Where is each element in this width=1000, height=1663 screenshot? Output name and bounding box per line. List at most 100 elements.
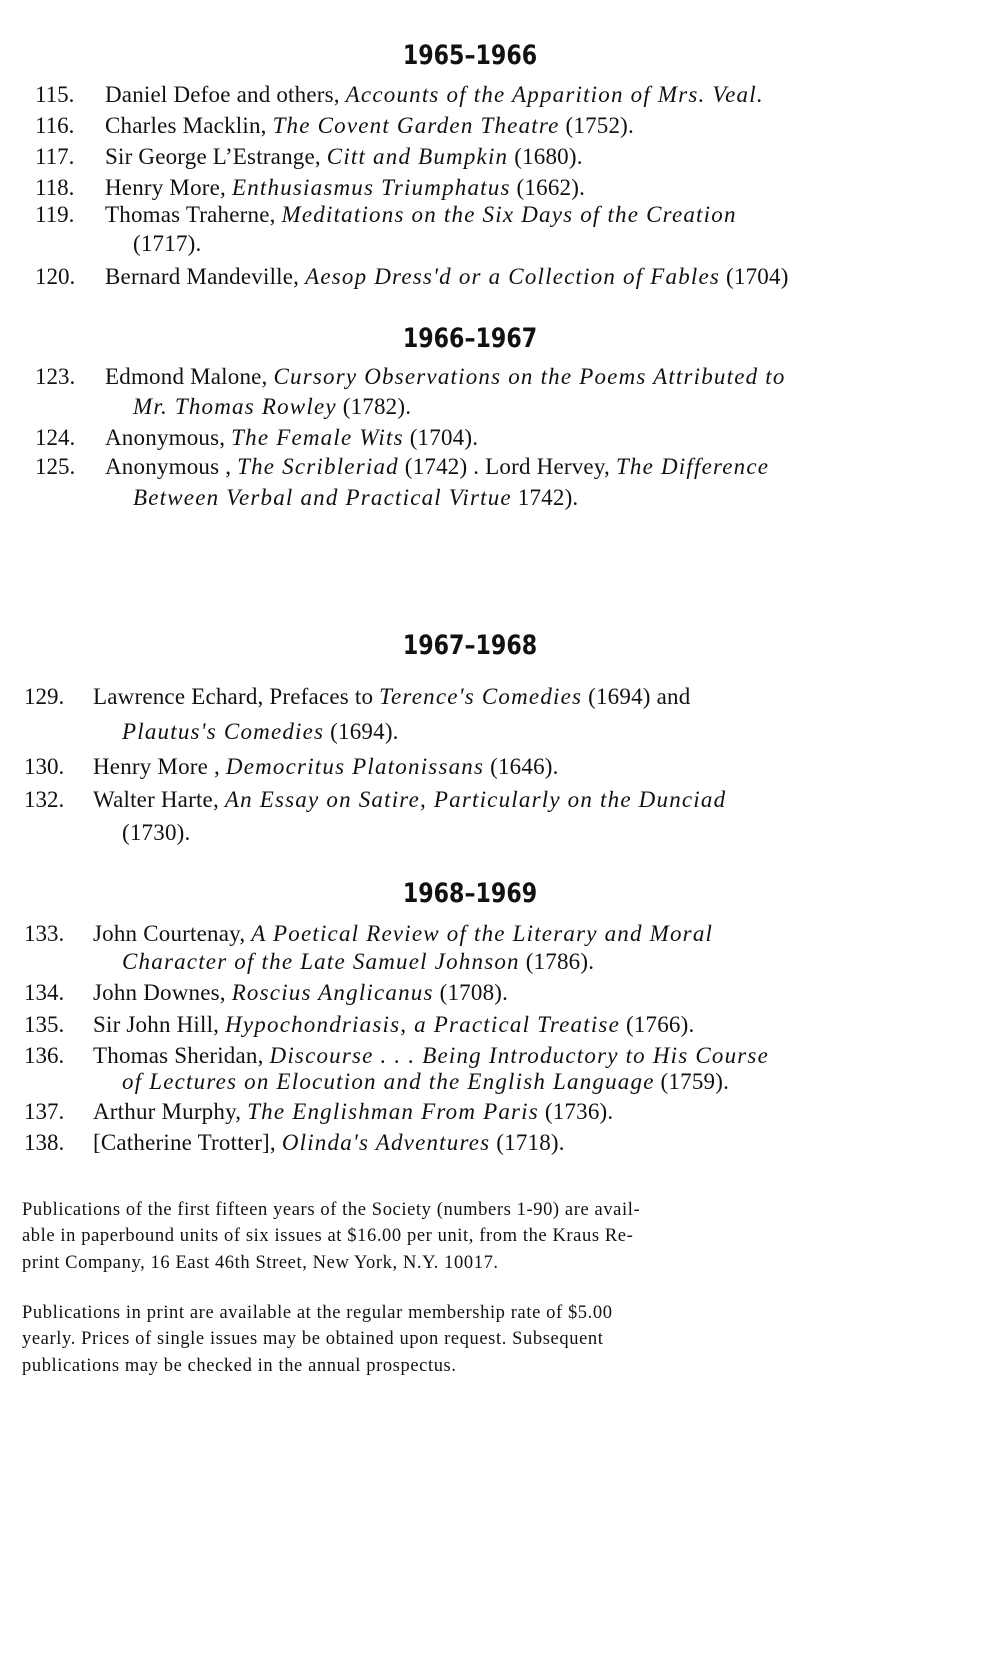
entry-text: Thomas Sheridan, Discourse . . . Being I… (93, 1043, 769, 1069)
entry-number: 120. (35, 264, 76, 289)
work-title: Meditations on the Six Days of the Creat… (281, 202, 737, 227)
entry-number: 115. (35, 82, 75, 107)
entry-segment: Henry More , (93, 754, 226, 779)
entry-text: Edmond Malone, Cursory Observations on t… (105, 364, 786, 390)
work-title: The Difference (615, 454, 770, 479)
entry-segment: 1742). (511, 485, 579, 510)
work-title: The Female Wits (231, 425, 404, 450)
section-heading: 1967–1968 (402, 630, 538, 661)
work-title: Mr. Thomas Rowley (133, 394, 337, 419)
entry-text: Daniel Defoe and others, Accounts of the… (105, 82, 764, 108)
entry-segment: (1759). (654, 1069, 730, 1094)
entry-segment: Bernard Mandeville, (105, 264, 306, 289)
entry-segment: (1718). (490, 1130, 565, 1155)
entry-number: 136. (24, 1043, 65, 1068)
entry-text: John Downes, Roscius Anglicanus (1708). (93, 980, 508, 1006)
entry-text: Sir George L’Estrange, Citt and Bumpkin … (105, 144, 583, 170)
entry-number: 125. (35, 454, 76, 479)
entry-segment: [Catherine Trotter], (93, 1130, 282, 1155)
entry-number: 118. (35, 175, 75, 200)
work-title: The Covent Garden Theatre (272, 113, 560, 138)
entry-continuation: Plautus's Comedies (1694). (122, 719, 399, 745)
entry-segment: Thomas Sheridan, (93, 1043, 270, 1068)
entry-continuation: Between Verbal and Practical Virtue 1742… (133, 485, 578, 511)
entry-text: Anonymous, The Female Wits (1704). (105, 425, 478, 451)
work-title: Citt and Bumpkin (326, 144, 509, 169)
entry-text: Henry More , Democritus Platonissans (16… (93, 754, 559, 780)
work-title: Accounts of the Apparition of Mrs. Veal. (345, 82, 764, 107)
entry-segment: Daniel Defoe and others, (105, 82, 346, 107)
entry-segment: (1680). (508, 144, 583, 169)
entry-segment: (1646). (484, 754, 559, 779)
entry-text: Henry More, Enthusiasmus Triumphatus (16… (105, 175, 585, 201)
entry-number: 137. (24, 1099, 65, 1124)
entry-segment: (1766). (620, 1012, 695, 1037)
entry-text: Walter Harte, An Essay on Satire, Partic… (93, 787, 726, 813)
entry-segment: (1786). (519, 949, 595, 974)
work-title: Hypochondriasis, a Practical Treatise (225, 1012, 620, 1037)
footnote-line: yearly. Prices of single issues may be o… (22, 1329, 604, 1349)
entry-text: Sir John Hill, Hypochondriasis, a Practi… (93, 1012, 694, 1038)
entry-segment: John Courtenay, (93, 921, 252, 946)
work-title: Character of the Late Samuel Johnson (122, 949, 520, 974)
entry-segment: (1742) . Lord Hervey, (398, 454, 616, 479)
footnote-line: Publications of the first fifteen years … (22, 1200, 641, 1220)
entry-number: 124. (35, 425, 76, 450)
work-title: Between Verbal and Practical Virtue (133, 485, 512, 510)
entry-segment: Charles Macklin, (105, 113, 273, 138)
entry-segment: Anonymous, (105, 425, 232, 450)
work-title: Plautus's Comedies (122, 719, 325, 744)
section-heading: 1965–1966 (402, 40, 538, 71)
entry-segment: Sir George L’Estrange, (105, 144, 327, 169)
footnote-line: print Company, 16 East 46th Street, New … (22, 1253, 499, 1273)
work-title: of Lectures on Elocution and the English… (122, 1069, 655, 1094)
entry-segment: Arthur Murphy, (93, 1099, 248, 1124)
section-heading: 1966–1967 (402, 323, 538, 354)
work-title: Terence's Comedies (379, 684, 583, 709)
entry-text: [Catherine Trotter], Olinda's Adventures… (93, 1130, 565, 1156)
work-title: Discourse . . . Being Introductory to Hi… (269, 1043, 769, 1068)
entry-continuation: (1730). (122, 820, 190, 846)
entry-segment: Thomas Traherne, (105, 202, 282, 227)
entry-text: Arthur Murphy, The Englishman From Paris… (93, 1099, 613, 1125)
entry-number: 133. (24, 921, 65, 946)
work-title: Enthusiasmus Triumphatus (231, 175, 511, 200)
entry-segment: John Downes, (93, 980, 232, 1005)
entry-segment: (1694). (324, 719, 399, 744)
entry-segment: Walter Harte, (93, 787, 225, 812)
entry-text: Anonymous , The Scribleriad (1742) . Lor… (105, 454, 769, 480)
entry-segment: Lawrence Echard, Prefaces to (93, 684, 380, 709)
entry-number: 138. (24, 1130, 65, 1155)
entry-segment: (1708). (433, 980, 509, 1005)
work-title: The Scribleriad (237, 454, 399, 479)
work-title: Roscius Anglicanus (231, 980, 434, 1005)
entry-segment: (1704). (403, 425, 479, 450)
entry-continuation: Mr. Thomas Rowley (1782). (133, 394, 411, 420)
entry-segment: (1704) (720, 264, 789, 289)
entry-number: 129. (24, 684, 65, 709)
section-heading: 1968–1969 (402, 878, 538, 909)
entry-text: Thomas Traherne, Meditations on the Six … (105, 202, 737, 228)
entry-number: 116. (35, 113, 75, 138)
entry-segment: (1730). (122, 820, 191, 845)
footnote-line: publications may be checked in the annua… (22, 1356, 457, 1376)
entry-number: 117. (35, 144, 75, 169)
work-title: Aesop Dress'd or a Collection of Fables (305, 264, 721, 289)
entry-text: John Courtenay, A Poetical Review of the… (93, 921, 713, 947)
work-title: Democritus Platonissans (225, 754, 485, 779)
work-title: Cursory Observations on the Poems Attrib… (273, 364, 786, 389)
footnote-line: Publications in print are available at t… (22, 1303, 613, 1323)
entry-continuation: of Lectures on Elocution and the English… (122, 1069, 729, 1095)
entry-segment: (1752). (559, 113, 634, 138)
entry-continuation: (1717). (133, 231, 201, 257)
entry-segment: Sir John Hill, (93, 1012, 226, 1037)
work-title: A Poetical Review of the Literary and Mo… (251, 921, 714, 946)
entry-segment: Henry More, (105, 175, 232, 200)
entry-text: Charles Macklin, The Covent Garden Theat… (105, 113, 634, 139)
entry-text: Bernard Mandeville, Aesop Dress'd or a C… (105, 264, 789, 290)
entry-number: 132. (24, 787, 65, 812)
entry-segment: (1662). (510, 175, 586, 200)
entry-segment: Edmond Malone, (105, 364, 274, 389)
work-title: Olinda's Adventures (281, 1130, 491, 1155)
entry-number: 135. (24, 1012, 65, 1037)
